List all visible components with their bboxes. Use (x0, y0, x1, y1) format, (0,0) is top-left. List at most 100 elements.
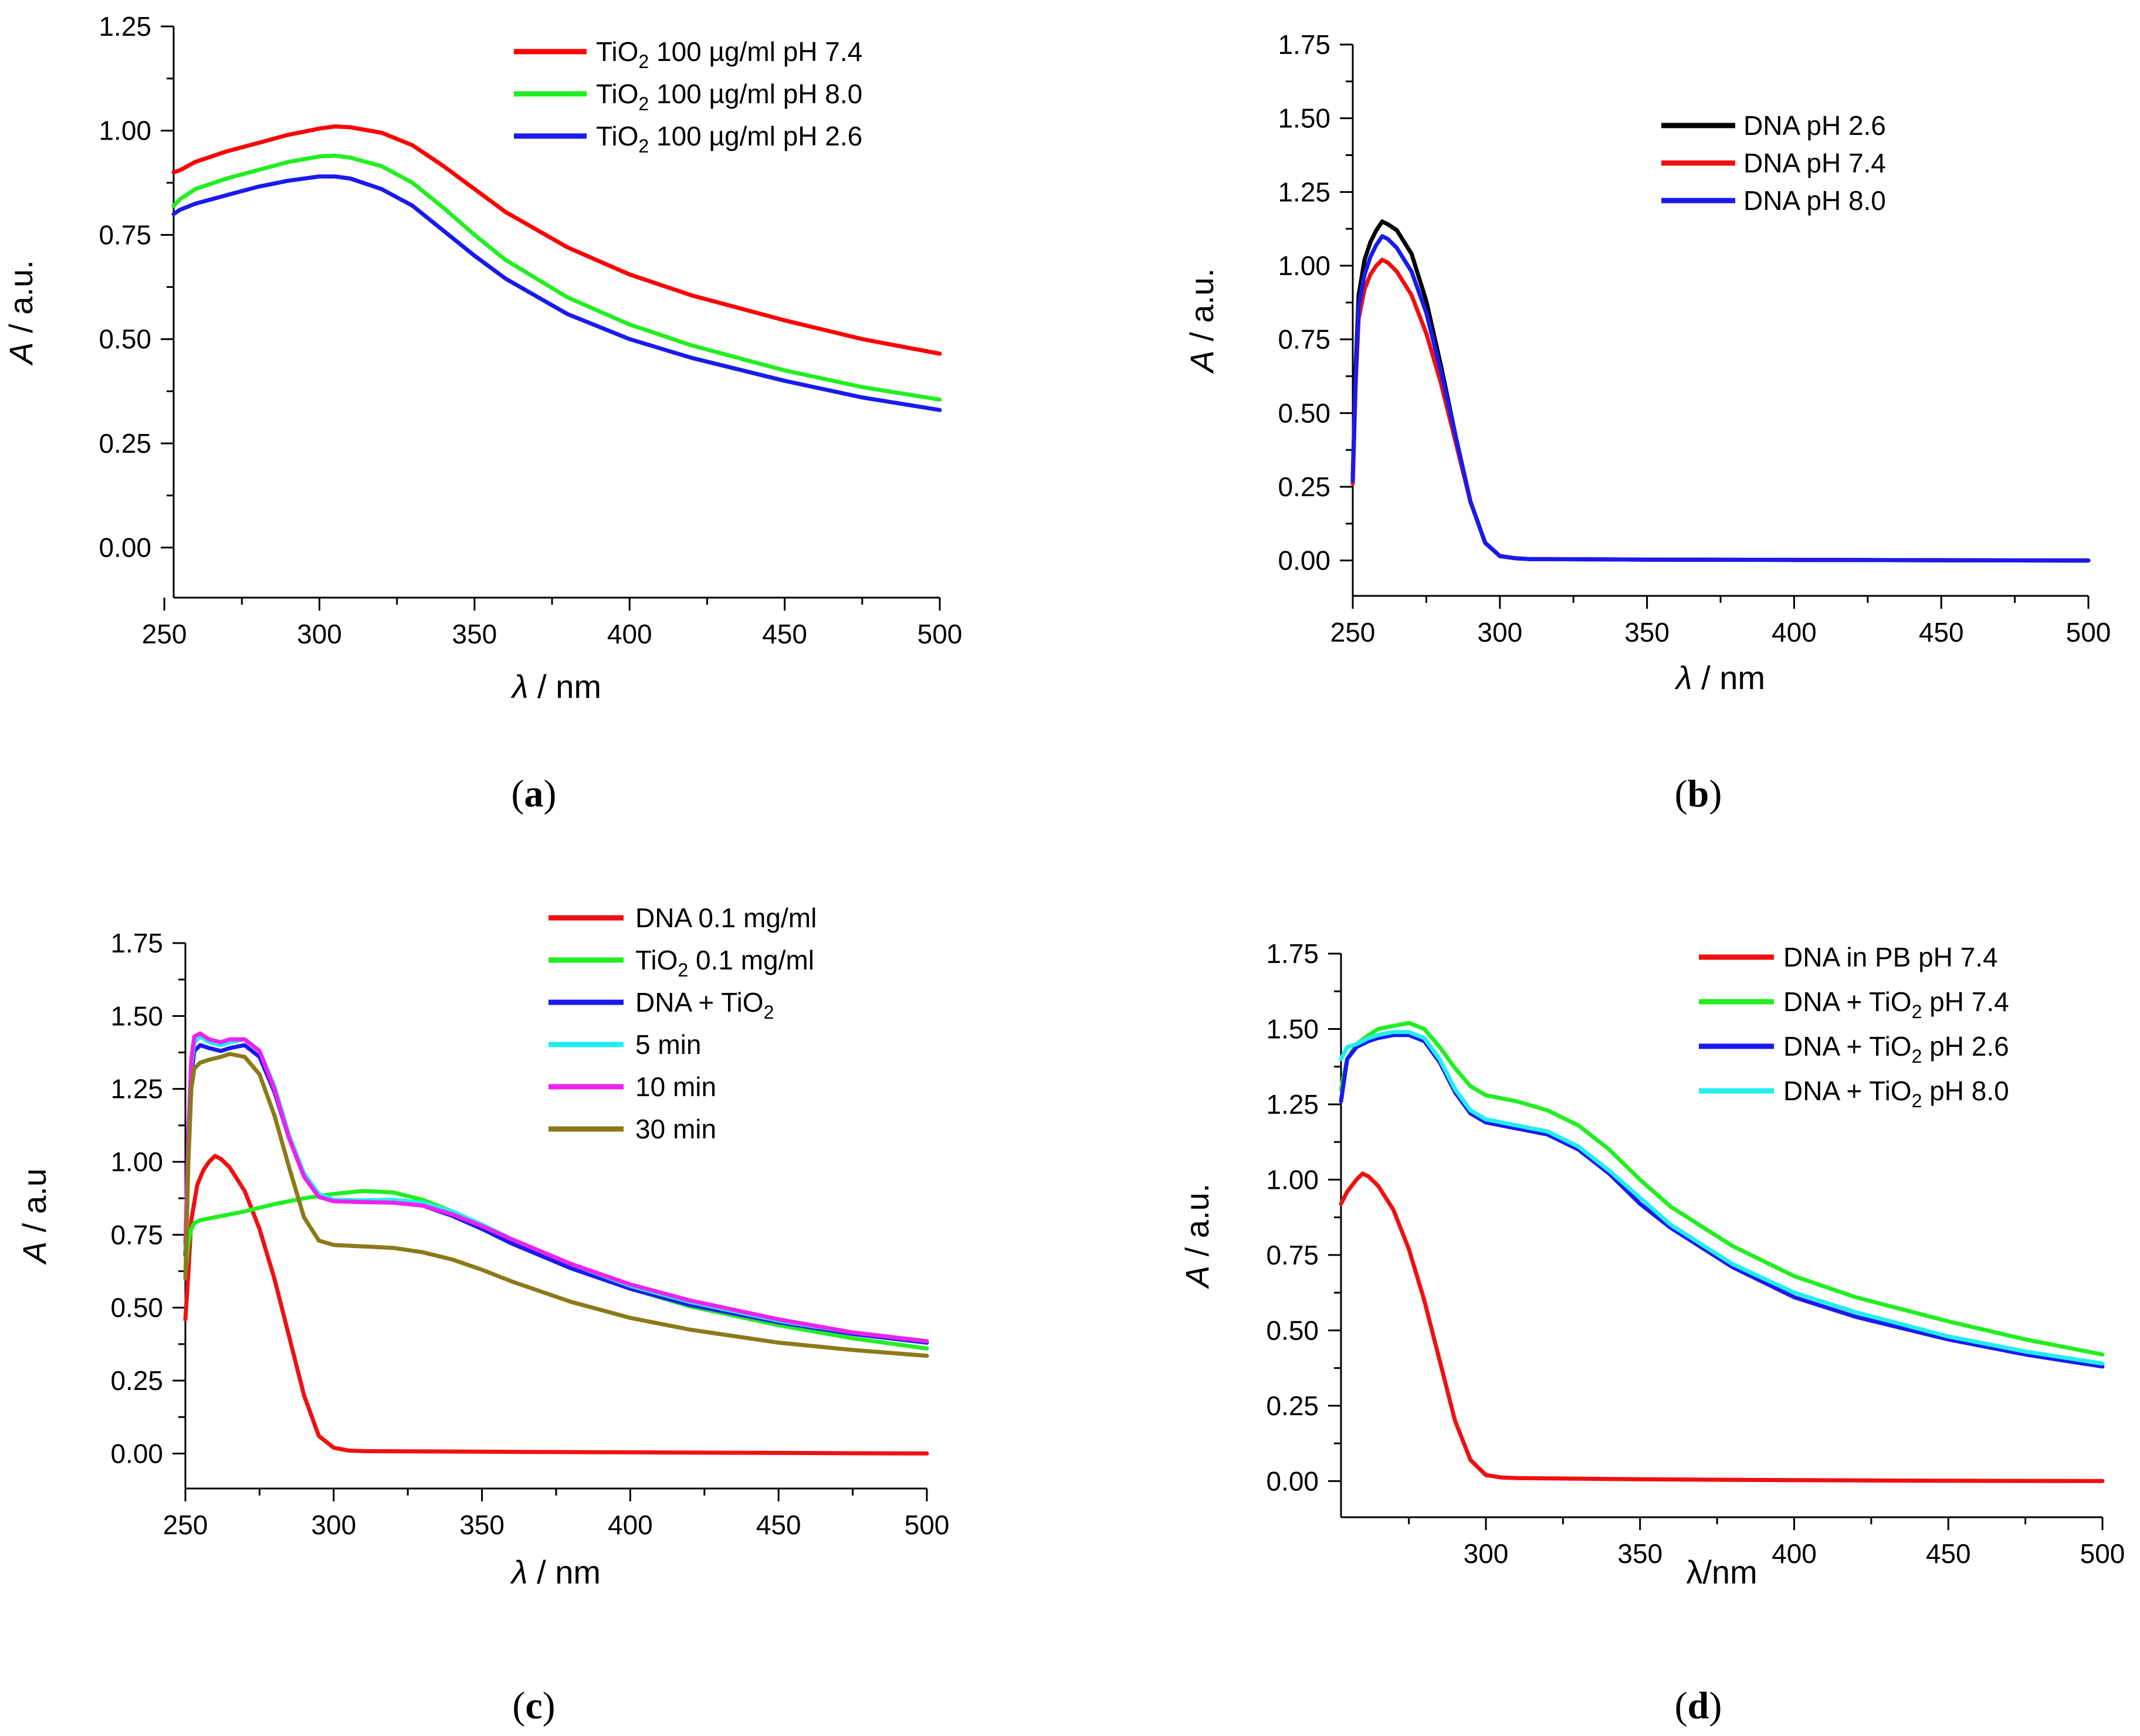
y-tick-label: 1.50 (1278, 103, 1330, 134)
series-line-4 (1339, 1030, 2105, 1366)
y-tick-label: 1.50 (1266, 1013, 1319, 1044)
legend-entry: DNA + TiO2 pH 2.6 (1783, 1031, 2009, 1067)
x-axis-label: λ / nm (510, 668, 601, 705)
legend-entry: TiO2 100 µg/ml pH 7.4 (596, 36, 862, 72)
y-axis-label-unit: / a.u. (2, 260, 39, 342)
y-tick-label: 0.25 (1266, 1391, 1319, 1421)
panel-label: (b) (1675, 772, 1722, 815)
legend-entry: DNA 0.1 mg/ml (635, 903, 817, 933)
y-axis-label-unit: / a.u (16, 1168, 53, 1242)
x-axis-label-unit: / nm (1692, 659, 1765, 696)
panel-label-open: ( (1675, 772, 1688, 815)
legend-text: DNA + TiO (1783, 1076, 1912, 1106)
legend-text: DNA pH 2.6 (1743, 110, 1886, 141)
panel-label: (c) (512, 1684, 555, 1727)
y-axis-label-unit: / a.u. (1183, 268, 1220, 350)
legend-entry: DNA in PB pH 7.4 (1783, 942, 1998, 972)
legend-text: TiO (596, 79, 638, 109)
series-line-1 (1350, 219, 2091, 563)
legend-text: 100 µg/ml pH 2.6 (649, 121, 862, 151)
legend-entry: 5 min (635, 1029, 701, 1060)
y-axis-label: A / a.u. (1179, 1184, 1215, 1289)
x-tick-label: 300 (1477, 617, 1522, 647)
x-tick-label: 400 (1772, 617, 1817, 647)
legend-text: DNA + TiO (1783, 1031, 1912, 1062)
x-axis-label: λ / nm (510, 1554, 601, 1591)
y-tick-label: 0.50 (110, 1293, 163, 1323)
legend-text: DNA 0.1 mg/ml (635, 903, 817, 933)
legend-subscript: 2 (1912, 1001, 1922, 1022)
y-tick-label: 0.75 (1266, 1240, 1319, 1270)
x-tick-label: 450 (1919, 617, 1964, 647)
x-tick-label: 300 (297, 619, 342, 649)
x-axis-label-unit: / nm (528, 1554, 601, 1591)
y-tick-label: 0.50 (99, 324, 151, 354)
panel-label-close: ) (1709, 772, 1722, 815)
legend-subscript: 2 (678, 959, 688, 981)
legend-text: pH 2.6 (1922, 1031, 2009, 1062)
x-tick-label: 250 (142, 619, 187, 649)
y-axis-label-var: A (1183, 350, 1220, 374)
y-tick-label: 0.00 (1278, 545, 1330, 576)
legend-entry: 30 min (635, 1114, 716, 1144)
legend-subscript: 2 (638, 51, 649, 72)
x-tick-label: 400 (1772, 1538, 1817, 1569)
legend-text: 0.1 mg/ml (688, 945, 814, 975)
legend-text: DNA pH 7.4 (1743, 148, 1886, 178)
y-tick-label: 0.75 (1278, 324, 1330, 355)
y-tick-label: 1.25 (110, 1074, 163, 1104)
x-axis-label-var: λ (510, 668, 529, 705)
legend-entry: TiO2 0.1 mg/ml (635, 945, 814, 981)
legend-subscript: 2 (764, 1002, 774, 1023)
y-tick-label: 0.00 (99, 533, 151, 563)
y-tick-label: 0.00 (1266, 1466, 1319, 1496)
x-tick-label: 500 (905, 1510, 950, 1540)
x-tick-label: 450 (1926, 1538, 1971, 1569)
y-tick-label: 1.00 (1266, 1164, 1319, 1195)
legend-text: DNA + TiO (1783, 986, 1912, 1017)
x-tick-label: 450 (756, 1510, 801, 1540)
y-tick-label: 0.25 (1278, 472, 1330, 502)
x-tick-label: 300 (311, 1510, 356, 1540)
legend-entry: DNA pH 7.4 (1743, 148, 1886, 178)
x-tick-label: 500 (2080, 1538, 2125, 1569)
x-axis-label-unit: λ/nm (1686, 1554, 1757, 1591)
legend-entry: DNA pH 8.0 (1743, 185, 1886, 216)
y-axis-label-unit: / a.u. (1179, 1184, 1215, 1266)
panel-label-close: ) (1709, 1684, 1722, 1727)
legend-text: DNA in PB pH 7.4 (1783, 942, 1998, 972)
y-tick-label: 1.25 (1278, 177, 1330, 207)
series-line-1 (183, 1154, 929, 1456)
x-tick-label: 500 (917, 619, 963, 649)
legend-text: DNA pH 8.0 (1743, 185, 1886, 216)
series-line-2 (1339, 1020, 2105, 1357)
panel-label-letter: d (1688, 1684, 1709, 1727)
x-axis-label: λ / nm (1674, 659, 1765, 696)
x-axis-label-unit: / nm (529, 668, 601, 705)
x-axis-label: λ/nm (1686, 1554, 1757, 1591)
y-tick-label: 1.00 (99, 116, 151, 146)
legend-subscript: 2 (1912, 1046, 1922, 1067)
series-line-3 (1339, 1033, 2105, 1369)
legend-text: 100 µg/ml pH 7.4 (649, 36, 862, 67)
legend-text: DNA + TiO (635, 987, 764, 1018)
y-axis-label-var: A (2, 342, 39, 365)
legend-entry: DNA + TiO2 pH 7.4 (1783, 986, 2009, 1022)
x-axis-label-var: λ (1674, 659, 1692, 696)
y-axis-label: A / a.u. (2, 260, 39, 365)
y-tick-label: 1.75 (1266, 938, 1319, 969)
legend-text: TiO (635, 945, 678, 975)
panel-label-letter: c (525, 1684, 542, 1727)
legend-text: 30 min (635, 1114, 716, 1144)
series-line-2 (1350, 257, 2091, 563)
x-tick-label: 350 (1624, 617, 1670, 647)
legend-entry: DNA + TiO2 pH 8.0 (1783, 1076, 2009, 1111)
y-tick-label: 0.50 (1266, 1315, 1319, 1345)
y-tick-label: 1.25 (1266, 1089, 1319, 1120)
panel-label-letter: b (1688, 772, 1709, 815)
y-tick-label: 1.75 (1278, 29, 1330, 60)
x-tick-label: 250 (163, 1510, 208, 1540)
y-tick-label: 1.00 (1278, 250, 1330, 281)
panel-label-letter: a (524, 772, 544, 815)
